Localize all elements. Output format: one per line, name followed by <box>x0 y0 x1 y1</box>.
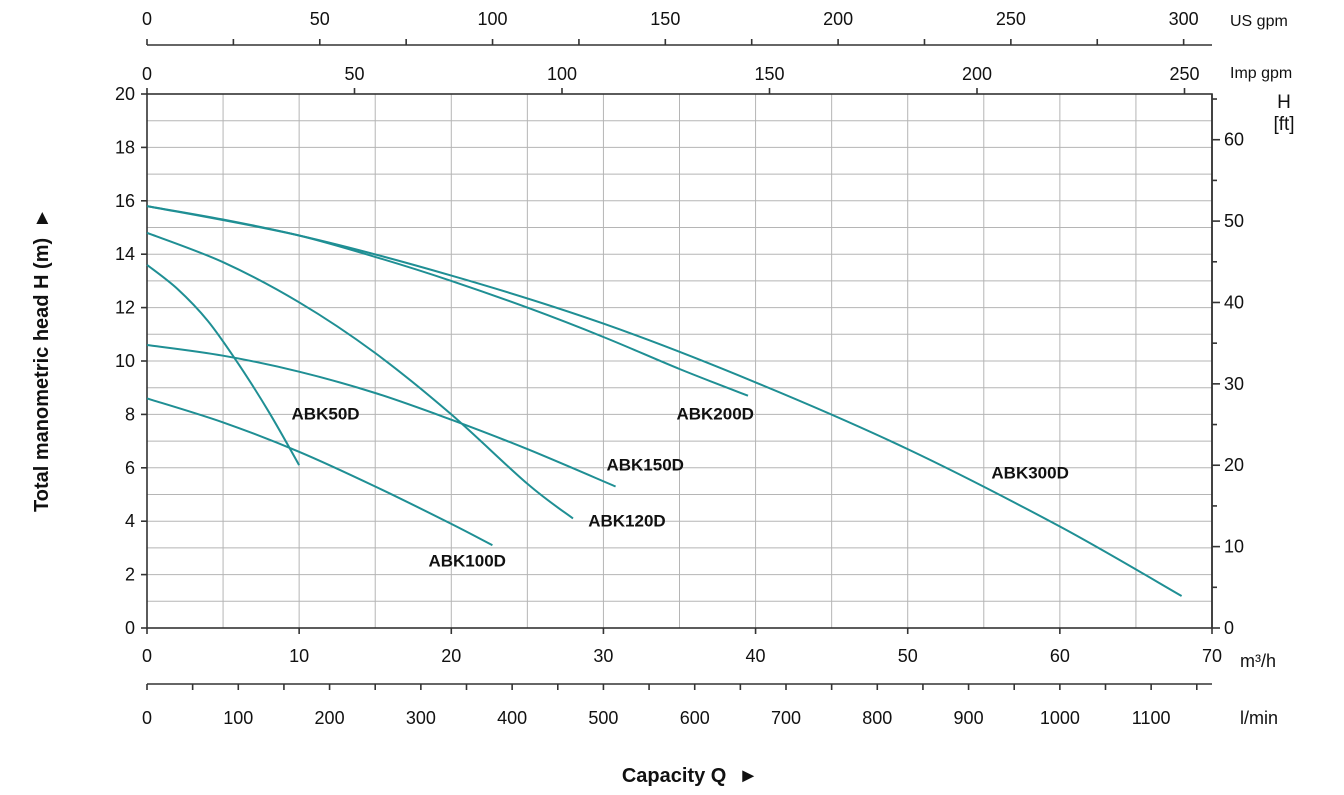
curve-abk50d <box>146 264 300 466</box>
right-axis-tick-label: 50 <box>1224 211 1244 231</box>
curves <box>146 205 1183 597</box>
top-axis-imp-tick-label: 0 <box>142 64 152 84</box>
top-axis-imp-tick-label: 250 <box>1169 64 1199 84</box>
bottom-axis-lmin-tick-label: 0 <box>142 708 152 728</box>
y-tick-label: 4 <box>125 511 135 531</box>
series-label-abk300d: ABK300D <box>991 463 1068 482</box>
series-label-abk120d: ABK120D <box>588 512 665 531</box>
bottom-axis-lmin-tick-label: 700 <box>771 708 801 728</box>
bottom-axis-lmin-tick-label: 800 <box>862 708 892 728</box>
series-label-abk50d: ABK50D <box>292 405 360 424</box>
y-axis-title: Total manometric head H (m)► <box>31 208 53 512</box>
top-axis-imp-tick-label: 100 <box>547 64 577 84</box>
x-tick-label: 60 <box>1050 646 1070 666</box>
top-axis-us-tick-label: 250 <box>996 9 1026 29</box>
bottom-axis-lmin-tick-label: 300 <box>406 708 436 728</box>
top-axis-imp-tick-label: 150 <box>754 64 784 84</box>
curve-abk100d <box>146 397 493 547</box>
grid <box>146 93 1213 629</box>
labels: ABK50D ABK100D ABK120D ABK150D ABK200D ABK300… <box>292 405 1069 571</box>
y-tick-label: 14 <box>115 244 135 264</box>
y-tick-label: 20 <box>115 84 135 104</box>
y-tick-label: 18 <box>115 137 135 157</box>
top-axis-us-tick-label: 200 <box>823 9 853 29</box>
bottom-axis-lmin-tick-label: 500 <box>588 708 618 728</box>
y-tick-label: 12 <box>115 298 135 318</box>
series-label-abk200d: ABK200D <box>676 405 753 424</box>
x-tick-label: 20 <box>441 646 461 666</box>
bottom-axis-lmin-tick-label: 1100 <box>1132 708 1171 728</box>
bottom-axis-lmin-tick-label: 1000 <box>1040 708 1080 728</box>
right-axis-title-line1: H <box>1277 92 1291 113</box>
y-tick-label: 8 <box>125 404 135 424</box>
series-label-abk150d: ABK150D <box>606 455 683 474</box>
bottom-axis-lmin-tick-label: 900 <box>954 708 984 728</box>
y-tick-label: 0 <box>125 618 135 638</box>
right-axis-tick-label: 0 <box>1224 618 1234 638</box>
top-axis-imp-unit: Imp gpm <box>1230 65 1292 82</box>
top-axis-us-tick-label: 50 <box>310 9 330 29</box>
right-axis-tick-label: 60 <box>1224 130 1244 150</box>
curve-abk200d <box>146 205 749 397</box>
top-axis-us-tick-label: 100 <box>478 9 508 29</box>
curve-abk150d <box>146 344 616 488</box>
y-tick-label: 6 <box>125 458 135 478</box>
bottom-axis-lmin-tick-label: 100 <box>223 708 253 728</box>
curve-abk300d <box>146 205 1183 597</box>
x-tick-label: 10 <box>289 646 309 666</box>
bottom-axis-lmin-tick-label: 400 <box>497 708 527 728</box>
bottom-axis-lmin-tick-label: 600 <box>680 708 710 728</box>
y-tick-label: 10 <box>115 351 135 371</box>
curve-abk120d <box>146 231 574 520</box>
series-label-abk100d: ABK100D <box>428 552 505 571</box>
top-axis-us-tick-label: 150 <box>650 9 680 29</box>
y-tick-label: 2 <box>125 565 135 585</box>
top-axis-us-tick-label: 300 <box>1169 9 1199 29</box>
right-axis-tick-label: 30 <box>1224 374 1244 394</box>
top-axis-imp-tick-label: 200 <box>962 64 992 84</box>
bottom-axis-lmin-unit: l/min <box>1240 708 1278 728</box>
top-axis-us-unit: US gpm <box>1230 13 1288 30</box>
x-axis-title: Capacity Q ► <box>622 765 758 787</box>
right-axis-title-line2: [ft] <box>1273 114 1294 135</box>
right-axis-tick-label: 40 <box>1224 292 1244 312</box>
bottom-axis-lmin-tick-label: 200 <box>315 708 345 728</box>
x-tick-label: 40 <box>746 646 766 666</box>
x-tick-label: 50 <box>898 646 918 666</box>
top-axis-us-tick-label: 0 <box>142 9 152 29</box>
x-tick-label: 30 <box>593 646 613 666</box>
top-axis-imp-tick-label: 50 <box>344 64 364 84</box>
y-tick-label: 16 <box>115 191 135 211</box>
x-axis-unit: m³/h <box>1240 651 1276 671</box>
x-tick-label: 70 <box>1202 646 1222 666</box>
right-axis-tick-label: 20 <box>1224 455 1244 475</box>
x-tick-label: 0 <box>142 646 152 666</box>
right-axis-tick-label: 10 <box>1224 537 1244 557</box>
